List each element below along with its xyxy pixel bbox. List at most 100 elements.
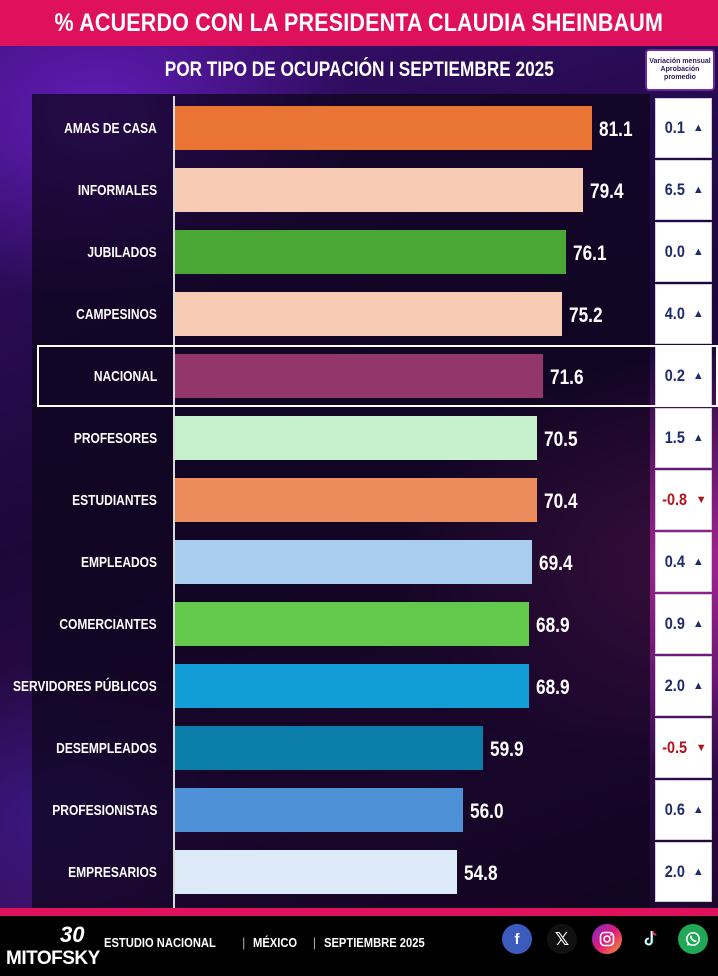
bar-desempleados bbox=[175, 726, 483, 770]
variation-header-line-1: Variación mensual bbox=[649, 58, 711, 65]
variation-cell-comerciantes: 0.9 ▲ bbox=[655, 594, 712, 654]
x-icon[interactable]: 𝕏 bbox=[547, 924, 577, 954]
instagram-icon[interactable] bbox=[592, 924, 622, 954]
variation-header-line-2: Aprobación bbox=[660, 66, 700, 73]
value-label-servidores-publicos: 68.9 bbox=[536, 676, 570, 699]
footer-date: SEPTIEMBRE 2025 bbox=[324, 934, 425, 950]
variation-value: 0.1 bbox=[665, 118, 686, 137]
value-label-profesores: 70.5 bbox=[544, 428, 578, 451]
bar-empleados bbox=[175, 540, 532, 584]
bar-campesinos bbox=[175, 292, 562, 336]
arrow-up-icon: ▲ bbox=[692, 184, 704, 196]
variation-value: 0.4 bbox=[665, 552, 686, 571]
category-label-amas-de-casa: AMAS DE CASA bbox=[64, 119, 157, 137]
arrow-down-icon: ▼ bbox=[695, 494, 707, 506]
arrow-up-icon: ▲ bbox=[692, 432, 704, 444]
category-label-desempleados: DESEMPLEADOS bbox=[56, 739, 157, 757]
arrow-up-icon: ▲ bbox=[692, 246, 704, 258]
variation-cell-jubilados: 0.0 ▲ bbox=[655, 222, 712, 282]
mitofsky-logo: 30 MITOFSKY bbox=[6, 922, 100, 972]
bar-informales bbox=[175, 168, 584, 212]
bar-servidores-publicos bbox=[175, 664, 530, 708]
arrow-up-icon: ▲ bbox=[692, 556, 704, 568]
variation-value: 1.5 bbox=[665, 428, 686, 447]
bar-jubilados bbox=[175, 230, 567, 274]
variation-value: 4.0 bbox=[665, 304, 686, 323]
variation-cell-estudiantes: -0.8 ▼ bbox=[655, 470, 712, 530]
variation-header: Variación mensual Aprobación promedio bbox=[645, 49, 715, 91]
bar-comerciantes bbox=[175, 602, 530, 646]
variation-cell-profesores: 1.5 ▲ bbox=[655, 408, 712, 468]
variation-value: 0.6 bbox=[665, 800, 686, 819]
value-label-comerciantes: 68.9 bbox=[536, 614, 570, 637]
variation-cell-empresarios: 2.0 ▲ bbox=[655, 842, 712, 902]
category-label-servidores-publicos: SERVIDORES PÚBLICOS bbox=[13, 677, 157, 695]
variation-cell-amas-de-casa: 0.1 ▲ bbox=[655, 98, 712, 158]
arrow-up-icon: ▲ bbox=[692, 804, 704, 816]
footer-separator: | bbox=[242, 934, 246, 950]
value-label-campesinos: 75.2 bbox=[568, 304, 603, 327]
category-label-empresarios: EMPRESARIOS bbox=[68, 863, 157, 881]
value-label-estudiantes: 70.4 bbox=[543, 490, 578, 513]
category-label-empleados: EMPLEADOS bbox=[80, 553, 157, 571]
variation-value: -0.8 bbox=[662, 490, 688, 509]
variation-header-line-3: promedio bbox=[664, 74, 696, 81]
value-label-amas-de-casa: 81.1 bbox=[598, 118, 633, 141]
bar-estudiantes bbox=[175, 478, 537, 522]
tiktok-icon[interactable] bbox=[636, 924, 666, 954]
chart-subtitle: POR TIPO DE OCUPACIÓN I SEPTIEMBRE 2025 bbox=[0, 58, 718, 82]
chart-subtitle-text: POR TIPO DE OCUPACIÓN I SEPTIEMBRE 2025 bbox=[164, 58, 554, 81]
footer-study: ESTUDIO NACIONAL bbox=[104, 934, 216, 950]
variation-cell-desempleados: -0.5 ▼ bbox=[655, 718, 712, 778]
category-label-jubilados: JUBILADOS bbox=[87, 243, 157, 261]
variation-cell-informales: 6.5 ▲ bbox=[655, 160, 712, 220]
value-label-profesionistas: 56.0 bbox=[469, 800, 504, 823]
bar-nacional bbox=[175, 354, 544, 398]
value-label-empleados: 69.4 bbox=[538, 552, 573, 575]
variation-value: 0.0 bbox=[665, 242, 686, 261]
variation-value: -0.5 bbox=[662, 738, 688, 757]
variation-value: 0.2 bbox=[665, 366, 686, 385]
title-bar: % ACUERDO CON LA PRESIDENTA CLAUDIA SHEI… bbox=[0, 0, 718, 46]
bar-empresarios bbox=[175, 850, 457, 894]
arrow-up-icon: ▲ bbox=[692, 308, 704, 320]
footer-rule bbox=[0, 908, 718, 916]
footer-separator: | bbox=[312, 934, 317, 950]
bar-profesores bbox=[175, 416, 538, 460]
category-label-nacional: NACIONAL bbox=[93, 367, 157, 385]
bar-amas-de-casa bbox=[175, 106, 592, 150]
whatsapp-icon[interactable] bbox=[678, 924, 708, 954]
value-label-empresarios: 54.8 bbox=[463, 862, 498, 885]
variation-cell-servidores-publicos: 2.0 ▲ bbox=[655, 656, 712, 716]
variation-cell-nacional: 0.2 ▲ bbox=[655, 346, 712, 406]
arrow-up-icon: ▲ bbox=[692, 122, 704, 134]
facebook-icon[interactable]: f bbox=[502, 924, 532, 954]
logo-text: MITOFSKY bbox=[6, 948, 100, 969]
category-axis-line bbox=[173, 96, 175, 908]
category-label-informales: INFORMALES bbox=[77, 181, 157, 199]
variation-value: 2.0 bbox=[665, 862, 686, 881]
value-label-jubilados: 76.1 bbox=[573, 242, 607, 265]
bar-profesionistas bbox=[175, 788, 463, 832]
category-label-profesores: PROFESORES bbox=[73, 429, 157, 447]
national-highlight-box bbox=[37, 345, 718, 407]
footer-info: ESTUDIO NACIONAL | MÉXICO | SEPTIEMBRE 2… bbox=[104, 930, 441, 954]
variation-cell-profesionistas: 0.6 ▲ bbox=[655, 780, 712, 840]
variation-value: 2.0 bbox=[665, 676, 686, 695]
category-label-profesionistas: PROFESIONISTAS bbox=[51, 801, 157, 819]
arrow-up-icon: ▲ bbox=[692, 680, 704, 692]
variation-cell-campesinos: 4.0 ▲ bbox=[655, 284, 712, 344]
page-title: % ACUERDO CON LA PRESIDENTA CLAUDIA SHEI… bbox=[54, 8, 664, 37]
variation-cell-empleados: 0.4 ▲ bbox=[655, 532, 712, 592]
variation-value: 6.5 bbox=[665, 180, 686, 199]
arrow-down-icon: ▼ bbox=[695, 742, 707, 754]
logo-number: 30 bbox=[60, 922, 85, 947]
value-label-nacional: 71.6 bbox=[550, 366, 584, 389]
arrow-up-icon: ▲ bbox=[692, 618, 704, 630]
variation-value: 0.9 bbox=[665, 614, 686, 633]
arrow-up-icon: ▲ bbox=[692, 866, 704, 878]
value-label-desempleados: 59.9 bbox=[489, 738, 524, 761]
footer-country: MÉXICO bbox=[253, 934, 298, 950]
category-label-campesinos: CAMPESINOS bbox=[76, 305, 157, 323]
arrow-up-icon: ▲ bbox=[692, 370, 704, 382]
